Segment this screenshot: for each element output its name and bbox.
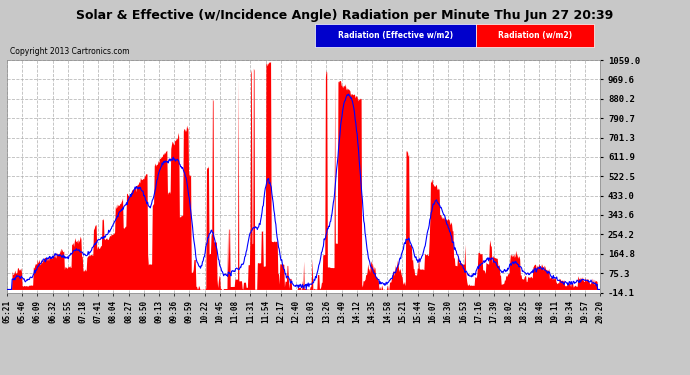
Text: Radiation (w/m2): Radiation (w/m2) xyxy=(498,31,572,40)
Text: Solar & Effective (w/Incidence Angle) Radiation per Minute Thu Jun 27 20:39: Solar & Effective (w/Incidence Angle) Ra… xyxy=(77,9,613,22)
Text: Copyright 2013 Cartronics.com: Copyright 2013 Cartronics.com xyxy=(10,47,129,56)
FancyBboxPatch shape xyxy=(475,24,594,47)
FancyBboxPatch shape xyxy=(315,24,475,47)
Text: Radiation (Effective w/m2): Radiation (Effective w/m2) xyxy=(338,31,453,40)
